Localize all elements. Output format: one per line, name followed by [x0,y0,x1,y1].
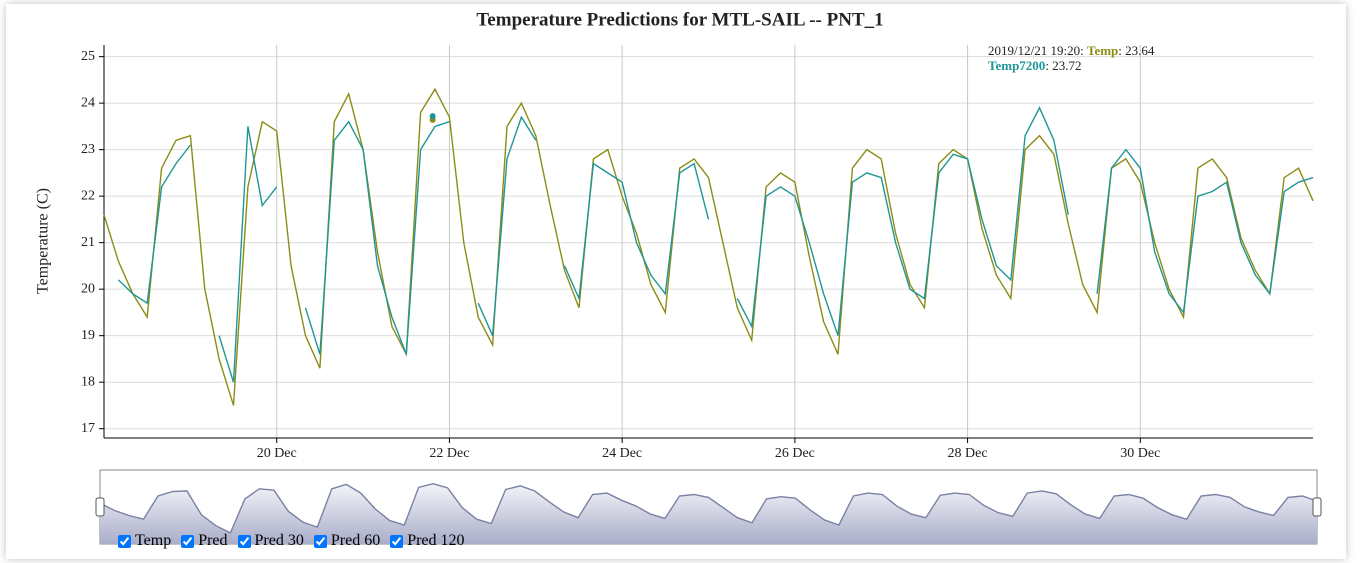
chart-title: Temperature Predictions for MTL-SAIL -- … [476,9,883,30]
toggle-label: Pred 30 [254,532,304,549]
y-tick-label: 19 [81,328,95,343]
x-tick-label: 24 Dec [602,446,642,461]
series-toggle[interactable]: Pred [181,532,228,550]
range-area [100,483,1317,544]
series-toggle[interactable]: Temp [118,532,171,550]
checkbox[interactable] [237,534,251,548]
series-toggle[interactable]: Pred 60 [313,532,381,550]
legend-entry: Temp7200: 23.72 [988,58,1081,73]
legend-time: 2019/12/21 19:20 [988,43,1080,58]
toggle-label: Pred 60 [330,532,381,549]
toggle-label: Pred [198,532,228,549]
y-tick-label: 24 [81,95,95,110]
legend-series-name: Temp [1087,43,1118,58]
y-tick-label: 25 [81,49,95,64]
series-toggle[interactable]: Pred 30 [237,532,304,550]
hover-dot [429,113,436,120]
x-tick-label: 26 Dec [775,446,815,461]
checkbox[interactable] [313,534,327,548]
y-axis-label: Temperature (C) [35,188,52,294]
toggle-label: Temp [135,532,172,549]
y-tick-label: 18 [81,374,95,389]
x-tick-label: 28 Dec [948,446,988,461]
series-toggle[interactable]: Pred 120 [390,532,465,550]
legend-value: 23.72 [1052,58,1081,73]
x-tick-label: 22 Dec [429,446,469,461]
range-line [99,482,1318,534]
x-tick-label: 30 Dec [1120,446,1160,461]
series-toggles: Temp Pred Pred 30 Pred 60 Pred 120 [118,532,465,550]
y-tick-label: 17 [81,421,95,436]
series-line [103,87,1314,406]
toggle-label: Pred 120 [407,532,465,549]
page-shadow [6,4,1346,559]
checkbox[interactable] [181,534,195,548]
series-line [117,106,1314,383]
y-tick-label: 22 [81,188,95,203]
range-handle[interactable] [95,497,105,517]
range-handle[interactable] [1312,497,1322,517]
legend-value: 23.64 [1125,43,1155,58]
y-tick-label: 20 [81,281,95,296]
y-tick-label: 23 [81,142,95,157]
legend-series-name: Temp7200 [988,58,1045,73]
y-tick-label: 21 [81,235,95,250]
x-tick-label: 20 Dec [257,446,297,461]
legend-entry: 2019/12/21 19:20: Temp: 23.64 [988,43,1155,58]
checkbox[interactable] [118,534,131,548]
checkbox[interactable] [390,534,404,548]
